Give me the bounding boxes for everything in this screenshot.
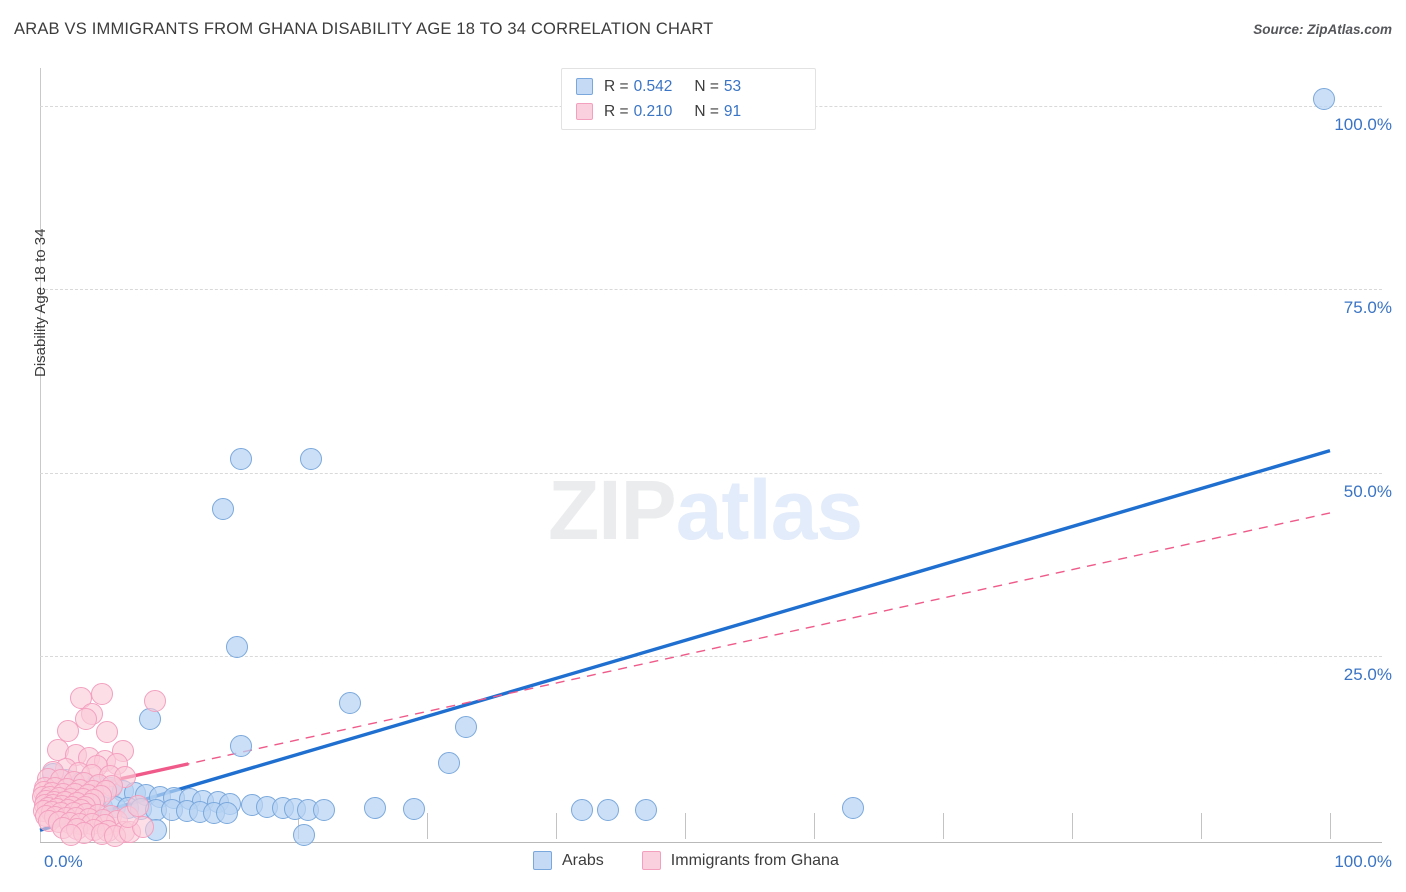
x-axis-tick	[685, 813, 686, 839]
y-axis-title: Disability Age 18 to 34	[32, 228, 49, 377]
n-value-1: 53	[723, 77, 742, 95]
data-point	[57, 719, 80, 742]
data-point	[338, 691, 361, 714]
gridline	[40, 472, 1382, 474]
data-point	[226, 636, 249, 659]
r-value-1: 0.542	[633, 77, 673, 95]
n-label-2: N =	[694, 102, 719, 120]
legend-blue-swatch-icon	[533, 851, 552, 870]
data-point	[841, 797, 864, 820]
x-axis-tick	[1072, 813, 1073, 839]
data-point	[127, 795, 150, 818]
data-point	[635, 799, 658, 822]
data-point	[59, 824, 82, 847]
gridline	[40, 655, 1382, 657]
n-label-1: N =	[694, 77, 719, 95]
n-value-2: 91	[723, 102, 742, 120]
plot-area: ZIPatlas Disability Age 18 to 34	[31, 77, 1382, 848]
data-point	[1312, 87, 1335, 110]
trendline-arabs	[39, 449, 1331, 832]
data-point	[299, 448, 322, 471]
legend-pink-swatch-icon	[641, 851, 661, 870]
pink-swatch-icon	[576, 103, 593, 120]
data-point	[96, 721, 119, 744]
stats-row-ghana: R = 0.210 N = 91	[576, 99, 801, 124]
y-axis-label: 100.0%	[1334, 115, 1392, 135]
r-value-2: 0.210	[633, 102, 673, 120]
legend-item-ghana[interactable]: Immigrants from Ghana	[641, 851, 839, 870]
legend-label-arabs: Arabs	[562, 851, 604, 869]
data-point	[596, 799, 619, 822]
correlation-stats-box: R = 0.542 N = 53 R = 0.210 N = 91	[561, 68, 816, 130]
page-title: ARAB VS IMMIGRANTS FROM GHANA DISABILITY…	[14, 20, 714, 38]
x-axis-tick	[427, 813, 428, 839]
x-axis-line	[40, 842, 1382, 843]
x-axis-tick	[556, 813, 557, 839]
y-axis-label: 25.0%	[1343, 664, 1392, 684]
x-axis-tick	[814, 813, 815, 839]
x-axis-tick	[1330, 813, 1331, 839]
x-axis-tick	[1201, 813, 1202, 839]
data-point	[230, 448, 253, 471]
x-axis-tick	[169, 813, 170, 839]
x-axis-min-label: 0.0%	[44, 852, 83, 871]
data-point	[230, 734, 253, 757]
data-point	[570, 799, 593, 822]
trendline-immigrants-from-ghana	[39, 512, 1331, 798]
gridline	[40, 289, 1382, 291]
data-point	[293, 823, 316, 846]
data-point	[312, 799, 335, 822]
data-point	[75, 707, 98, 730]
stats-row-arabs: R = 0.542 N = 53	[576, 74, 801, 99]
data-point	[454, 715, 477, 738]
data-point	[216, 802, 239, 825]
data-point	[143, 690, 166, 713]
data-point	[437, 751, 460, 774]
series-legend: Arabs Immigrants from Ghana	[533, 851, 877, 870]
x-axis-tick	[943, 813, 944, 839]
data-point	[364, 797, 387, 820]
data-point	[212, 498, 235, 521]
y-axis-line	[40, 68, 41, 843]
r-label-2: R =	[604, 102, 629, 120]
x-axis-max-label: 100.0%	[1334, 852, 1392, 871]
data-point	[90, 682, 113, 705]
source-label: Source: ZipAtlas.com	[1253, 22, 1392, 37]
y-axis-label: 50.0%	[1343, 481, 1392, 501]
r-label-1: R =	[604, 77, 629, 95]
legend-label-ghana: Immigrants from Ghana	[670, 851, 839, 869]
data-point	[403, 797, 426, 820]
y-axis-label: 75.0%	[1343, 298, 1392, 318]
blue-swatch-icon	[576, 78, 593, 95]
legend-item-arabs[interactable]: Arabs	[533, 851, 604, 870]
